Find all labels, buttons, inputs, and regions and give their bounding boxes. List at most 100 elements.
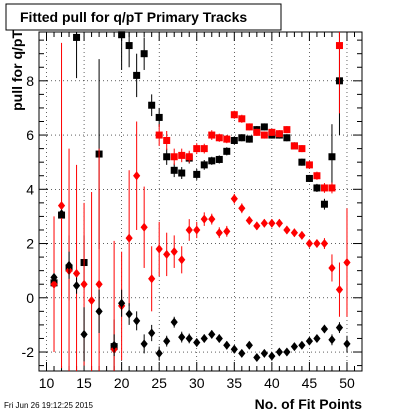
data-point-square [170,166,178,174]
data-point-square [290,142,298,150]
data-point-diamond [155,348,163,358]
data-point-square [193,170,201,178]
data-point-diamond [200,333,208,343]
y-tick-label: 8 [26,73,34,89]
data-point-diamond [238,348,246,358]
data-point-diamond [268,351,276,361]
data-point-diamond [305,336,314,346]
data-point-square [245,123,253,131]
data-point-square [148,101,156,109]
data-point-diamond [170,247,178,257]
data-point-diamond [283,347,291,357]
data-point-diamond [185,225,193,235]
data-point-square [305,174,313,182]
data-point-diamond [208,329,216,339]
data-point-diamond [313,239,321,249]
data-point-square [163,153,171,161]
series-4 [50,209,351,362]
data-point-diamond [298,230,306,240]
data-point-square [200,161,208,169]
y-tick-label: 4 [26,181,34,197]
y-tick-label: 6 [26,127,34,143]
data-point-diamond [50,272,58,282]
data-point-diamond [50,279,58,289]
x-tick-label: 25 [151,375,167,391]
data-point-diamond [185,333,193,343]
data-point-diamond [208,214,216,224]
data-point-diamond [268,218,276,228]
data-point-diamond [313,333,321,343]
series-2 [155,32,343,194]
data-point-diamond [253,221,261,231]
data-point-diamond [335,285,344,295]
data-point-diamond [223,226,231,236]
data-point-diamond [140,222,148,232]
grid-layer [39,32,362,371]
data-point-diamond [260,348,268,358]
data-point-square [313,172,321,180]
data-point-square [155,131,163,139]
data-point-diamond [148,274,156,284]
data-point-diamond [87,295,96,305]
data-point-square [260,123,268,131]
data-point-diamond [118,298,126,308]
data-point-diamond [57,201,66,211]
data-point-square [245,135,253,143]
data-point-square [133,71,141,79]
data-point-diamond [215,228,223,238]
data-point-diamond [133,316,141,326]
data-point-diamond [238,203,246,213]
data-point-diamond [335,323,344,333]
data-point-diamond [95,279,103,289]
data-point-diamond [65,260,73,270]
data-point-square [223,135,231,143]
x-tick-label: 45 [302,375,318,391]
data-point-square [238,115,246,123]
x-tick-label: 35 [227,375,243,391]
data-point-diamond [275,218,283,228]
data-point-diamond [193,225,201,235]
data-point-square [223,147,231,155]
data-point-square [208,157,216,165]
y-tick-label: 0 [26,290,34,306]
x-tick-label: 15 [76,375,92,391]
data-point-square [73,33,81,41]
data-point-diamond [80,329,88,339]
data-point-diamond [245,215,253,225]
data-point-square [283,134,291,142]
data-point-diamond [305,239,314,249]
data-point-diamond [230,344,238,354]
data-point-square [185,153,193,161]
data-point-square [253,128,261,136]
data-point-diamond [125,233,133,243]
plot-frame [38,31,363,372]
data-point-square [140,50,148,58]
y-tick-label: 2 [26,236,34,252]
y-tick-label: -2 [22,344,35,360]
data-point-square [313,184,321,192]
data-point-diamond [125,309,133,319]
data-point-square [155,113,163,121]
timestamp: Fri Jun 26 19:12:25 2015 [4,401,94,410]
series-3 [50,42,351,371]
data-point-diamond [200,214,208,224]
data-point-square [125,42,133,50]
data-point-diamond [163,249,171,259]
data-point-square [328,153,336,161]
data-point-diamond [72,268,81,278]
data-point-diamond [140,339,148,349]
data-point-square [298,145,306,153]
data-point-square [215,134,223,142]
data-point-square [163,136,171,144]
x-tick-label: 40 [264,375,280,391]
data-point-diamond [148,328,156,338]
data-point-diamond [215,333,223,343]
data-point-diamond [253,352,261,362]
data-point-square [200,145,208,153]
data-point-square [328,184,336,192]
data-point-square [268,128,276,136]
axis-layer: 10 15 20 25 30 35 40 45 50 -2 0 2 4 6 8 [22,32,363,391]
x-tick-label: 20 [114,375,130,391]
data-point-square [283,126,291,134]
